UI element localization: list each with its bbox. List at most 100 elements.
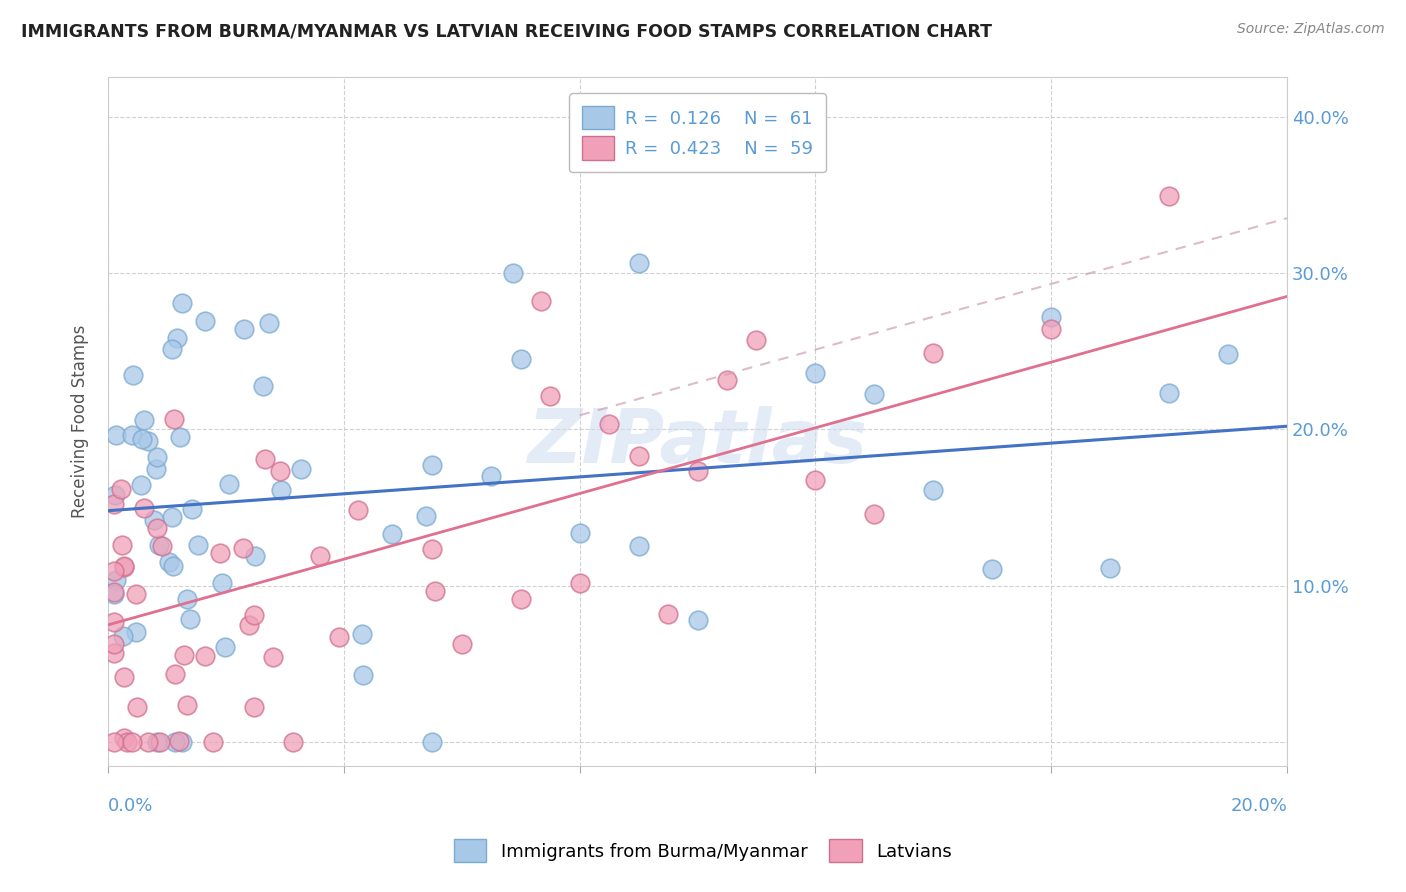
- Point: [420, 458, 443, 473]
- Legend: R =  0.126    N =  61, R =  0.423    N =  59: R = 0.126 N = 61, R = 0.423 N = 59: [569, 94, 825, 172]
- Point: [162, 559, 184, 574]
- Point: [509, 591, 531, 606]
- Point: [132, 500, 155, 515]
- Point: [863, 508, 886, 522]
- Point: [194, 314, 217, 328]
- Point: [598, 417, 620, 431]
- Point: [981, 561, 1004, 575]
- Point: [176, 592, 198, 607]
- Point: [232, 541, 254, 555]
- Point: [103, 615, 125, 629]
- Point: [290, 462, 312, 476]
- Point: [145, 461, 167, 475]
- Point: [257, 316, 280, 330]
- Point: [423, 583, 446, 598]
- Point: [136, 434, 159, 449]
- Point: [163, 735, 186, 749]
- Point: [167, 734, 190, 748]
- Point: [148, 538, 170, 552]
- Point: [166, 331, 188, 345]
- Point: [157, 555, 180, 569]
- Point: [233, 322, 256, 336]
- Point: [122, 368, 145, 382]
- Point: [243, 700, 266, 714]
- Point: [352, 667, 374, 681]
- Point: [136, 735, 159, 749]
- Text: Source: ZipAtlas.com: Source: ZipAtlas.com: [1237, 22, 1385, 37]
- Point: [686, 614, 709, 628]
- Point: [716, 373, 738, 387]
- Point: [194, 648, 217, 663]
- Point: [148, 735, 170, 749]
- Point: [103, 497, 125, 511]
- Point: [627, 256, 650, 270]
- Point: [103, 646, 125, 660]
- Point: [143, 513, 166, 527]
- Point: [125, 625, 148, 640]
- Point: [1099, 561, 1122, 575]
- Point: [160, 342, 183, 356]
- Point: [415, 508, 437, 523]
- Point: [1040, 310, 1063, 324]
- Point: [176, 698, 198, 712]
- Point: [103, 587, 125, 601]
- Point: [160, 510, 183, 524]
- Point: [187, 538, 209, 552]
- Point: [112, 731, 135, 746]
- Point: [281, 735, 304, 749]
- Point: [146, 450, 169, 465]
- Point: [1159, 188, 1181, 202]
- Point: [169, 430, 191, 444]
- Point: [165, 666, 187, 681]
- Point: [627, 539, 650, 553]
- Point: [179, 612, 201, 626]
- Point: [209, 546, 232, 560]
- Point: [420, 541, 443, 556]
- Point: [863, 387, 886, 401]
- Point: [627, 449, 650, 463]
- Point: [252, 378, 274, 392]
- Point: [309, 549, 332, 563]
- Point: [509, 352, 531, 367]
- Point: [270, 483, 292, 498]
- Text: IMMIGRANTS FROM BURMA/MYANMAR VS LATVIAN RECEIVING FOOD STAMPS CORRELATION CHART: IMMIGRANTS FROM BURMA/MYANMAR VS LATVIAN…: [21, 22, 993, 40]
- Point: [1159, 386, 1181, 401]
- Point: [253, 452, 276, 467]
- Point: [804, 366, 827, 380]
- Y-axis label: Receiving Food Stamps: Receiving Food Stamps: [72, 325, 89, 518]
- Text: 20.0%: 20.0%: [1230, 797, 1286, 814]
- Point: [245, 549, 267, 564]
- Point: [131, 432, 153, 446]
- Point: [479, 469, 502, 483]
- Point: [146, 735, 169, 749]
- Text: ZIPatlas: ZIPatlas: [527, 406, 868, 479]
- Point: [111, 537, 134, 551]
- Point: [538, 389, 561, 403]
- Point: [170, 296, 193, 310]
- Point: [105, 573, 128, 587]
- Point: [922, 483, 945, 497]
- Point: [1040, 322, 1063, 336]
- Point: [745, 333, 768, 347]
- Point: [163, 412, 186, 426]
- Point: [129, 478, 152, 492]
- Point: [170, 735, 193, 749]
- Point: [450, 637, 472, 651]
- Point: [103, 585, 125, 599]
- Point: [110, 482, 132, 496]
- Point: [243, 607, 266, 622]
- Point: [420, 735, 443, 749]
- Point: [922, 345, 945, 359]
- Point: [146, 521, 169, 535]
- Point: [1216, 347, 1239, 361]
- Legend: Immigrants from Burma/Myanmar, Latvians: Immigrants from Burma/Myanmar, Latvians: [447, 832, 959, 870]
- Point: [104, 488, 127, 502]
- Point: [112, 559, 135, 574]
- Point: [181, 502, 204, 516]
- Point: [117, 735, 139, 749]
- Point: [112, 559, 135, 574]
- Point: [530, 293, 553, 308]
- Point: [381, 526, 404, 541]
- Point: [104, 428, 127, 442]
- Text: 0.0%: 0.0%: [108, 797, 153, 814]
